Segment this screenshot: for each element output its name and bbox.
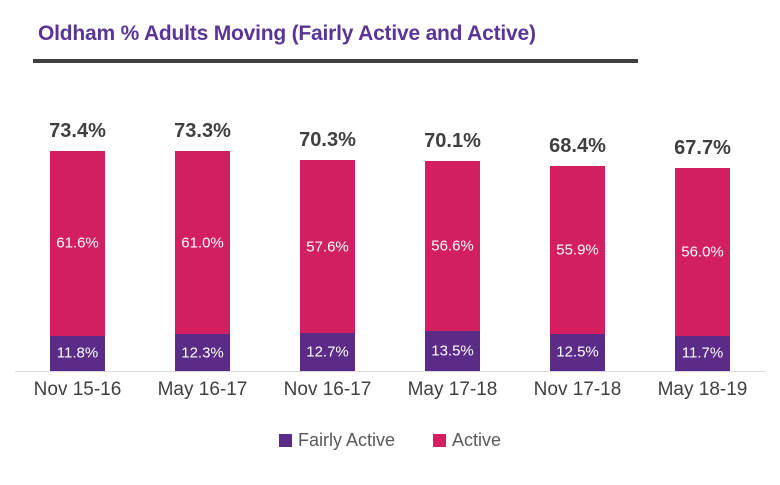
fairly-active-swatch-icon — [278, 434, 292, 447]
total-label: 70.3% — [299, 129, 356, 152]
segment-active: 56.6% — [425, 160, 480, 331]
x-axis-baseline — [15, 371, 765, 372]
chart-title: Oldham % Adults Moving (Fairly Active an… — [38, 22, 536, 45]
x-axis-label: May 16-17 — [157, 379, 248, 400]
segment-value-label: 12.5% — [556, 343, 599, 361]
segment-fairly-active: 13.5% — [425, 330, 480, 371]
x-axis-labels: Nov 15-16 May 16-17 Nov 16-17 May 17-18 Nov … — [15, 379, 765, 401]
x-axis-label: May 18-19 — [657, 379, 748, 400]
active-swatch-icon — [433, 434, 446, 447]
segment-fairly-active: 12.5% — [550, 333, 605, 371]
legend-item-active: Active — [433, 430, 501, 451]
x-axis-label: Nov 16-17 — [283, 379, 372, 400]
segment-value-label: 61.6% — [56, 234, 99, 252]
segment-value-label: 56.6% — [431, 237, 474, 255]
segment-value-label: 11.8% — [56, 344, 99, 362]
title-underline — [33, 59, 638, 63]
segment-value-label: 61.0% — [181, 234, 224, 252]
legend-label-active: Active — [452, 430, 502, 450]
segment-value-label: 12.7% — [306, 343, 349, 361]
legend: Fairly Active Active — [0, 430, 780, 451]
total-label: 73.3% — [174, 120, 231, 143]
plot-area: 73.4% 61.6% 11.8% 73.3% 61.0% 12.3% 70.3% 57.6%… — [15, 100, 765, 371]
segment-active: 56.0% — [675, 167, 730, 336]
x-axis-label: May 17-18 — [407, 379, 498, 400]
stacked-bar: 56.0% 11.7% — [675, 167, 730, 371]
total-label: 70.1% — [424, 129, 481, 152]
bar-column: 67.7% 56.0% 11.7% — [640, 100, 765, 371]
segment-fairly-active: 12.3% — [175, 334, 230, 371]
segment-value-label: 56.0% — [681, 243, 724, 261]
stacked-bar: 55.9% 12.5% — [550, 165, 605, 371]
x-axis-label: Nov 15-16 — [33, 379, 122, 400]
segment-value-label: 13.5% — [431, 342, 474, 360]
stacked-bar: 61.6% 11.8% — [50, 150, 105, 371]
segment-active: 61.0% — [175, 151, 230, 335]
total-label: 67.7% — [674, 136, 731, 159]
stacked-bar: 61.0% 12.3% — [175, 151, 230, 371]
segment-active: 57.6% — [300, 160, 355, 333]
total-label: 68.4% — [549, 134, 606, 157]
legend-item-fairly-active: Fairly Active — [278, 430, 395, 451]
segment-fairly-active: 11.7% — [675, 335, 730, 371]
bar-column: 73.4% 61.6% 11.8% — [15, 100, 140, 371]
x-axis-label: Nov 17-18 — [533, 379, 622, 400]
segment-value-label: 55.9% — [556, 241, 599, 259]
legend-label-fairly-active: Fairly Active — [297, 430, 395, 450]
bar-column: 68.4% 55.9% 12.5% — [515, 100, 640, 371]
stacked-bar: 57.6% 12.7% — [300, 160, 355, 371]
segment-fairly-active: 11.8% — [50, 335, 105, 371]
segment-active: 55.9% — [550, 165, 605, 334]
segment-value-label: 57.6% — [306, 238, 349, 255]
stacked-bar: 56.6% 13.5% — [425, 160, 480, 371]
segment-value-label: 11.7% — [681, 344, 724, 362]
bar-column: 70.3% 57.6% 12.7% — [265, 100, 390, 371]
segment-fairly-active: 12.7% — [300, 332, 355, 371]
total-label: 73.4% — [49, 119, 106, 142]
bar-column: 70.1% 56.6% 13.5% — [390, 100, 515, 371]
segment-value-label: 12.3% — [181, 344, 224, 362]
bar-column: 73.3% 61.0% 12.3% — [140, 100, 265, 371]
segment-active: 61.6% — [50, 150, 105, 336]
